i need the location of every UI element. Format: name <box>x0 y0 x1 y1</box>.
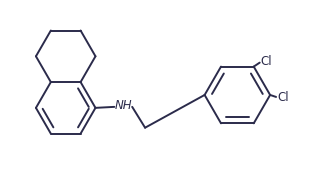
Text: NH: NH <box>114 99 132 112</box>
Text: Cl: Cl <box>261 55 272 68</box>
Text: Cl: Cl <box>277 91 289 104</box>
